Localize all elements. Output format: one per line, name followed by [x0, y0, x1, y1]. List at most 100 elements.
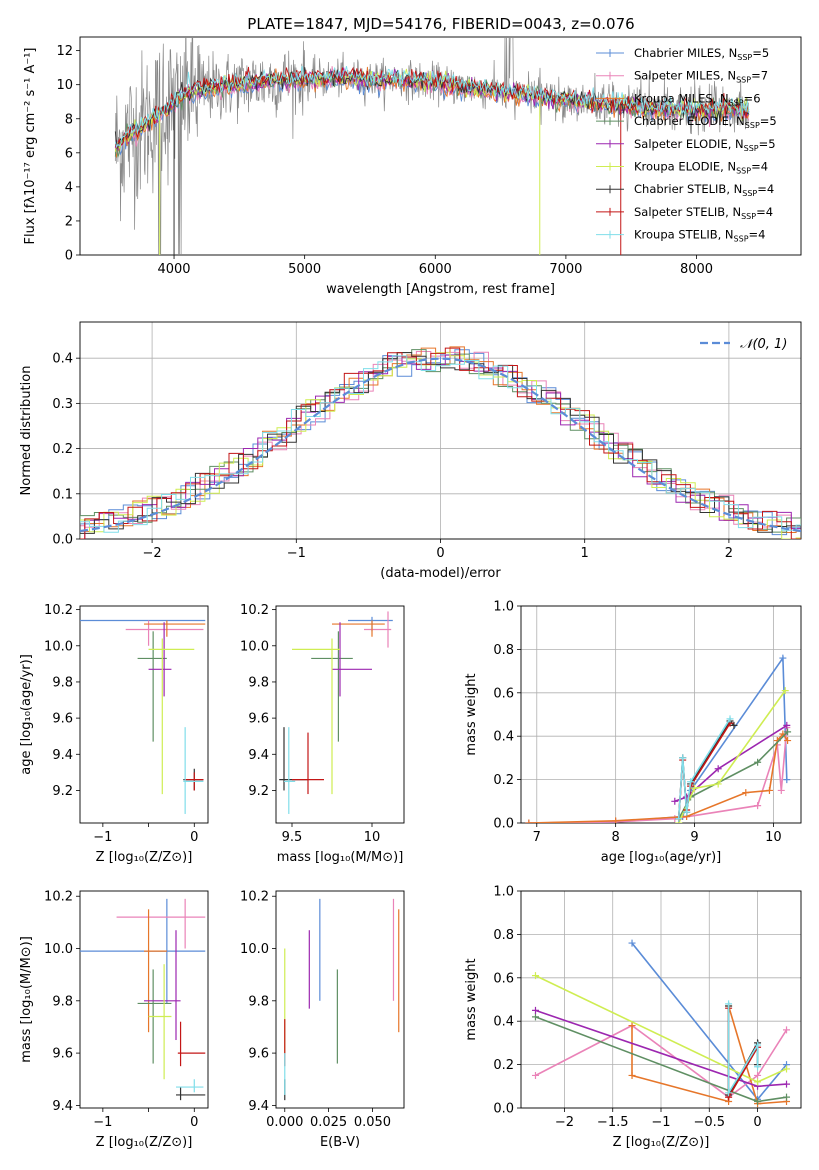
y-tick-label: 9.8	[248, 994, 269, 1009]
y-tick-label: 0.4	[493, 1015, 514, 1030]
weight-marker	[679, 754, 687, 762]
weight-Z-axes: −2 −1.5 −1 −0.5 0 0.0 0.2 0.4 0.6 0.8 1.0 Z [log₁₀(…	[464, 885, 802, 1150]
weight-marker	[725, 1089, 733, 1097]
y-tick-label: 10	[56, 78, 73, 93]
y-tick-label: 6	[65, 146, 73, 161]
weight-marker	[531, 1071, 539, 1079]
weight-marker	[754, 758, 762, 766]
x-tick-label: −1	[651, 1115, 670, 1130]
legend-nssp-eq: =	[756, 205, 766, 219]
legend-label: Kroupa MILES, NSSP=6	[634, 91, 761, 107]
weight-marker	[628, 1071, 636, 1079]
legend-model: Chabrier STELIB	[634, 182, 726, 196]
legend-nssp-sub: SSP	[736, 167, 751, 176]
mass-ebv-points	[284, 898, 400, 1101]
weight-marker	[730, 721, 738, 729]
y-tick-label: 9.4	[52, 1099, 73, 1114]
y-axis-label: age [log₁₀(age/yr)]	[19, 654, 34, 775]
weight-marker	[783, 1026, 791, 1034]
weight-marker	[725, 1000, 733, 1008]
legend-label: Chabrier ELODIE, NSSP=5	[634, 114, 777, 130]
weight-marker	[691, 784, 699, 792]
axes-frame	[79, 321, 802, 540]
legend-nssp-eq: =	[757, 182, 767, 196]
age-Z-points	[80, 619, 206, 814]
legend-nssp-eq: =	[759, 137, 769, 151]
axes-frame	[79, 605, 209, 824]
x-tick-label: 7	[533, 830, 541, 845]
legend-model: Kroupa MILES	[634, 91, 713, 105]
legend-nssp-eq: =	[744, 91, 754, 105]
y-tick-label: 10.2	[44, 890, 73, 905]
residuals-plot	[80, 346, 801, 539]
legend-nssp-prefix: , N	[726, 182, 742, 196]
model-line	[114, 65, 750, 149]
weight-marker	[754, 1078, 762, 1086]
y-tick-label: 0.6	[493, 686, 514, 701]
legend-nssp-sub: SSP	[737, 53, 752, 62]
weight-line	[727, 1003, 759, 1096]
legend-nssp-eq: =	[751, 69, 761, 83]
y-tick-label: 0.0	[52, 533, 73, 548]
y-tick-label: 0.4	[493, 730, 514, 745]
x-axis-label: Z [log₁₀(Z/Z⊙)]	[96, 850, 193, 865]
y-tick-label: 0.0	[493, 1102, 514, 1117]
x-tick-label: 2	[725, 546, 733, 561]
legend-label: Salpeter MILES, NSSP=7	[634, 69, 768, 85]
y-tick-label: 0.0	[493, 817, 514, 832]
weight-marker	[531, 1006, 539, 1014]
x-axis-label: age [log₁₀(age/yr)]	[601, 850, 722, 865]
x-tick-label: 7000	[549, 262, 582, 277]
y-axis-label: mass weight	[464, 958, 479, 1040]
y-tick-label: 9.4	[248, 1099, 269, 1114]
weight-marker	[628, 1022, 636, 1030]
axes-frame	[275, 890, 405, 1109]
x-axis-label: wavelength [Angstrom, rest frame]	[326, 282, 555, 297]
y-tick-label: 10.2	[240, 890, 269, 905]
x-tick-label: 8000	[680, 262, 713, 277]
weight-marker	[726, 715, 734, 723]
y-axis-label: Flux [fλ10⁻¹⁷ erg cm⁻² s⁻¹ A⁻¹]	[23, 48, 38, 245]
y-tick-label: 0.1	[52, 487, 73, 502]
weight-marker	[781, 687, 789, 695]
legend-nssp-prefix: , N	[720, 160, 736, 174]
legend-nssp-value: 5	[769, 114, 776, 128]
x-axis-label: mass [log₁₀(M/M⊙)]	[277, 850, 404, 865]
x-tick-label: 9	[690, 830, 698, 845]
legend-model: Salpeter MILES	[634, 69, 720, 83]
weight-marker	[671, 797, 679, 805]
x-tick-label: 10	[364, 830, 381, 845]
y-tick-label: 9.8	[52, 994, 73, 1009]
y-tick-label: 9.8	[248, 675, 269, 690]
y-tick-label: 12	[56, 44, 73, 59]
weight-marker	[531, 1013, 539, 1021]
x-axis-label: E(B-V)	[320, 1135, 360, 1150]
weight-marker	[783, 1093, 791, 1101]
y-axis-label: Normed distribution	[19, 366, 34, 496]
weight-marker	[675, 815, 683, 823]
legend-nssp-value: 4	[767, 182, 774, 196]
legend-nssp-sub: SSP	[742, 189, 757, 198]
y-tick-label: 0.6	[493, 971, 514, 986]
mass-Z-points	[80, 898, 206, 1101]
mass-ebv-axes: 0.000 0.025 0.050 9.4 9.6 9.8 10.0 10.2 E(B-V)	[240, 890, 405, 1150]
axes-frame	[79, 890, 209, 1109]
x-axis-label: (data-model)/error	[380, 566, 501, 581]
y-tick-label: 10.2	[240, 603, 269, 618]
y-tick-label: 9.2	[248, 784, 269, 799]
weight-marker	[783, 776, 791, 784]
legend-nssp-value: 5	[762, 46, 769, 60]
legend-nssp-sub: SSP	[741, 212, 756, 221]
legend-label: Chabrier STELIB, NSSP=4	[634, 182, 774, 198]
x-tick-label: −1	[93, 1115, 112, 1130]
age-mass-points	[279, 611, 393, 814]
y-tick-label: 9.6	[248, 1047, 269, 1062]
legend-model: Salpeter ELODIE	[634, 137, 728, 151]
y-tick-label: 10.0	[44, 639, 73, 654]
x-tick-label: 6000	[419, 262, 452, 277]
legend-nssp-value: 4	[766, 205, 773, 219]
legend-nssp-prefix: , N	[721, 46, 737, 60]
y-tick-label: 9.2	[52, 784, 73, 799]
y-tick-label: 10.0	[240, 639, 269, 654]
y-tick-label: 9.4	[52, 748, 73, 763]
